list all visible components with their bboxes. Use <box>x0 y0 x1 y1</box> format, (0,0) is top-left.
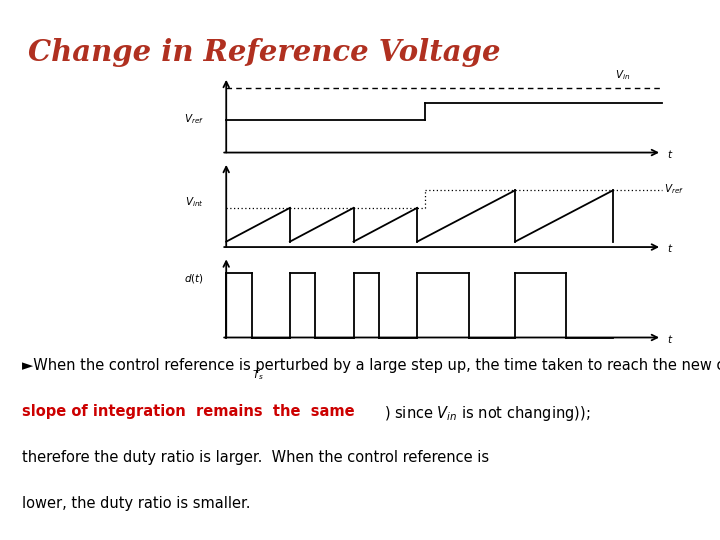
Text: 25: 25 <box>670 6 693 24</box>
Text: $V_{ref}$: $V_{ref}$ <box>665 182 685 196</box>
Text: ) since $V_{in}$ is not changing));: ) since $V_{in}$ is not changing)); <box>384 404 590 423</box>
Text: t: t <box>667 150 671 160</box>
Text: $d(t)$: $d(t)$ <box>184 272 204 285</box>
Text: therefore the duty ratio is larger.  When the control reference is: therefore the duty ratio is larger. When… <box>22 450 489 465</box>
Text: t: t <box>667 335 671 345</box>
Text: $V_{int}$: $V_{int}$ <box>186 195 204 210</box>
Text: $T_s$: $T_s$ <box>252 368 264 382</box>
Text: lower, the duty ratio is smaller.: lower, the duty ratio is smaller. <box>22 496 250 511</box>
Text: Change in Reference Voltage: Change in Reference Voltage <box>28 38 500 67</box>
Text: $V_{in}$: $V_{in}$ <box>616 68 631 82</box>
Text: slope of integration  remains  the  same: slope of integration remains the same <box>22 404 354 419</box>
Text: $V_{ref}$: $V_{ref}$ <box>184 112 204 126</box>
Text: t: t <box>667 244 671 254</box>
Text: ►When the control reference is perturbed by a large step up, the time taken to r: ►When the control reference is perturbed… <box>22 358 720 373</box>
Text: Dept. of EEE, GEC, Thrissur: Dept. of EEE, GEC, Thrissur <box>279 9 441 22</box>
